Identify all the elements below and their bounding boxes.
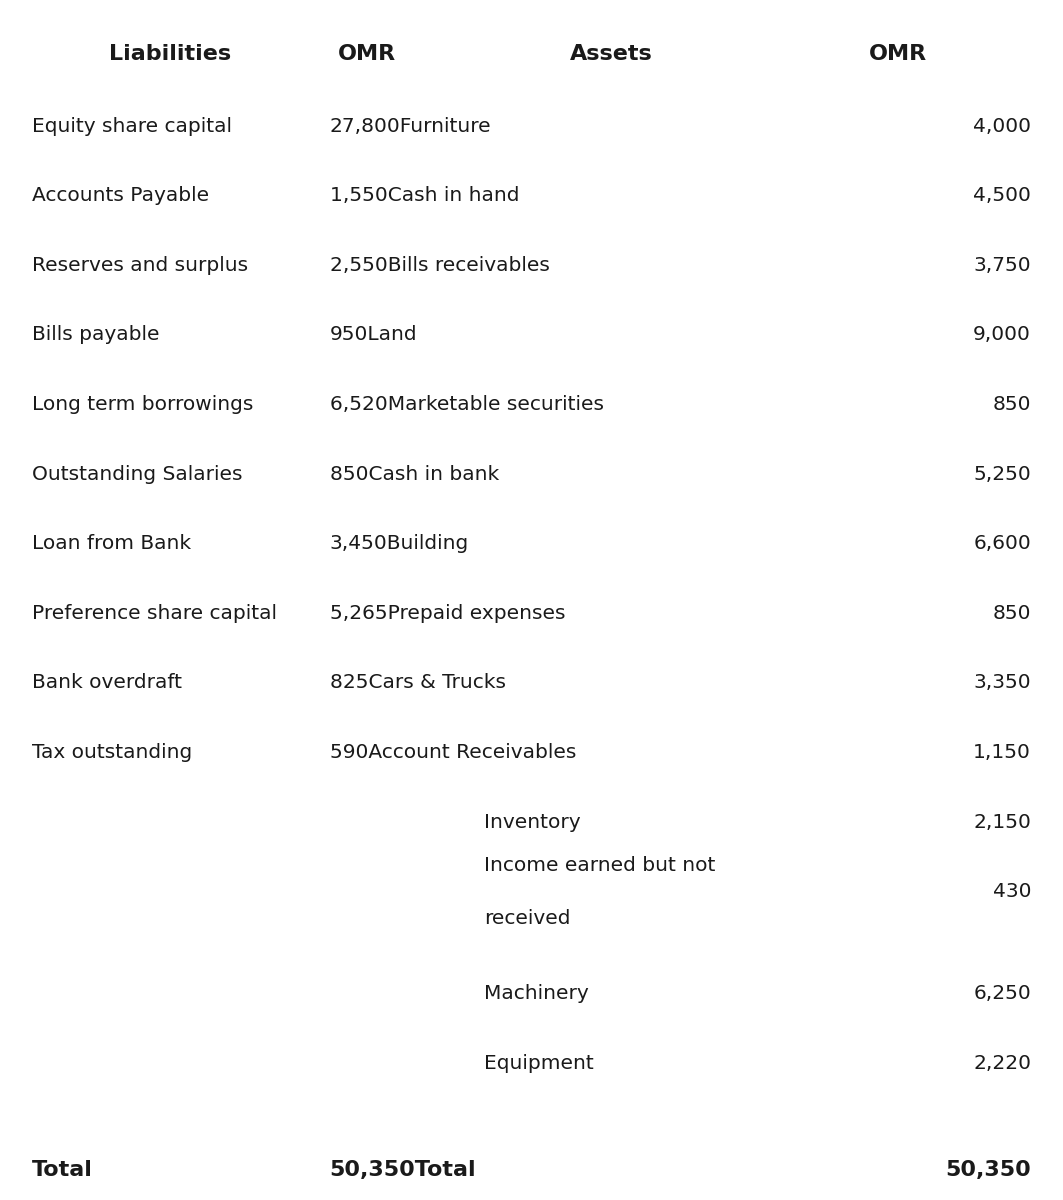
Text: 430: 430 bbox=[993, 882, 1031, 901]
Text: 9,000: 9,000 bbox=[974, 325, 1031, 344]
Text: 4,500: 4,500 bbox=[974, 186, 1031, 205]
Text: 590Account Receivables: 590Account Receivables bbox=[330, 743, 576, 762]
Text: Bills payable: Bills payable bbox=[32, 325, 159, 344]
Text: 5,250: 5,250 bbox=[974, 464, 1031, 484]
Text: 2,550Bills receivables: 2,550Bills receivables bbox=[330, 256, 550, 275]
Text: 950Land: 950Land bbox=[330, 325, 417, 344]
Text: Machinery: Machinery bbox=[484, 984, 589, 1003]
Text: Income earned but not: Income earned but not bbox=[484, 856, 715, 875]
Text: 6,600: 6,600 bbox=[974, 534, 1031, 553]
Text: Outstanding Salaries: Outstanding Salaries bbox=[32, 464, 242, 484]
Text: Preference share capital: Preference share capital bbox=[32, 604, 276, 623]
Text: 6,250: 6,250 bbox=[974, 984, 1031, 1003]
Text: Equity share capital: Equity share capital bbox=[32, 116, 232, 136]
Text: OMR: OMR bbox=[338, 44, 395, 64]
Text: Assets: Assets bbox=[570, 44, 653, 64]
Text: Inventory: Inventory bbox=[484, 812, 580, 832]
Text: 2,220: 2,220 bbox=[973, 1054, 1031, 1073]
Text: 850: 850 bbox=[993, 604, 1031, 623]
Text: 3,450Building: 3,450Building bbox=[330, 534, 469, 553]
Text: Loan from Bank: Loan from Bank bbox=[32, 534, 191, 553]
Text: Total: Total bbox=[32, 1160, 92, 1180]
Text: 825Cars & Trucks: 825Cars & Trucks bbox=[330, 673, 506, 692]
Text: 3,350: 3,350 bbox=[974, 673, 1031, 692]
Text: 27,800Furniture: 27,800Furniture bbox=[330, 116, 491, 136]
Text: Tax outstanding: Tax outstanding bbox=[32, 743, 192, 762]
Text: 3,750: 3,750 bbox=[974, 256, 1031, 275]
Text: Accounts Payable: Accounts Payable bbox=[32, 186, 209, 205]
Text: OMR: OMR bbox=[870, 44, 927, 64]
Text: 5,265Prepaid expenses: 5,265Prepaid expenses bbox=[330, 604, 566, 623]
Text: Reserves and surplus: Reserves and surplus bbox=[32, 256, 248, 275]
Text: 6,520Marketable securities: 6,520Marketable securities bbox=[330, 395, 604, 414]
Text: 4,000: 4,000 bbox=[973, 116, 1031, 136]
Text: 1,150: 1,150 bbox=[974, 743, 1031, 762]
Text: Bank overdraft: Bank overdraft bbox=[32, 673, 182, 692]
Text: received: received bbox=[484, 908, 570, 928]
Text: 850: 850 bbox=[993, 395, 1031, 414]
Text: Liabilities: Liabilities bbox=[109, 44, 231, 64]
Text: 1,550Cash in hand: 1,550Cash in hand bbox=[330, 186, 519, 205]
Text: Equipment: Equipment bbox=[484, 1054, 593, 1073]
Text: Long term borrowings: Long term borrowings bbox=[32, 395, 253, 414]
Text: 850Cash in bank: 850Cash in bank bbox=[330, 464, 499, 484]
Text: 2,150: 2,150 bbox=[974, 812, 1031, 832]
Text: 50,350: 50,350 bbox=[945, 1160, 1031, 1180]
Text: 50,350Total: 50,350Total bbox=[330, 1160, 476, 1180]
